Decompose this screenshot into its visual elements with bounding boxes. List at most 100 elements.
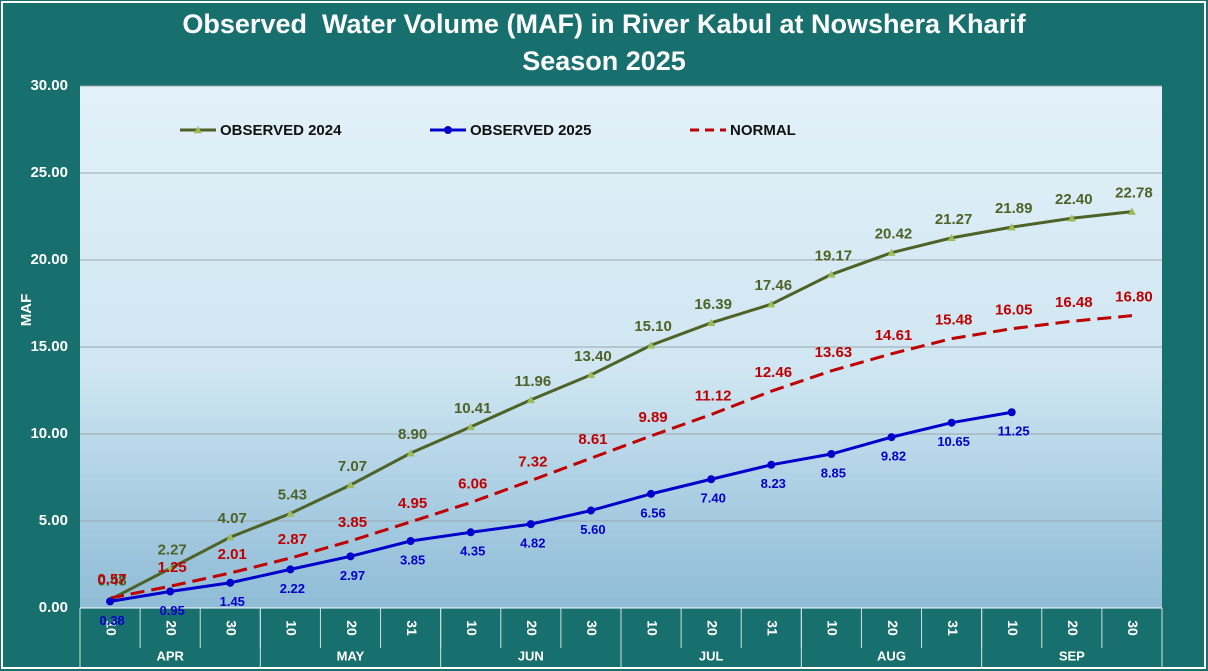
- marker: [586, 506, 595, 515]
- data-label: 8.61: [578, 431, 607, 448]
- x-tick-label: 30: [584, 620, 600, 636]
- x-group-label: MAY: [337, 648, 365, 663]
- data-label: 4.07: [218, 510, 247, 527]
- y-axis-title: MAF: [18, 294, 35, 327]
- x-tick-label: 20: [1065, 620, 1081, 636]
- marker: [887, 433, 896, 442]
- x-group-label: JUL: [699, 648, 724, 663]
- series-line: [109, 210, 1133, 601]
- x-tick-label: 31: [765, 620, 781, 636]
- y-tick-label: 25.00: [30, 164, 68, 181]
- data-label: 7.32: [518, 454, 547, 471]
- y-tick-label: 5.00: [39, 512, 68, 529]
- marker: [194, 126, 202, 134]
- data-label: 1.25: [158, 559, 187, 576]
- y-tick-label: 10.00: [30, 425, 68, 442]
- marker: [1127, 207, 1136, 215]
- data-label: 0.57: [97, 571, 126, 588]
- data-label: 2.87: [278, 531, 307, 548]
- marker: [767, 460, 776, 469]
- data-label: 14.61: [875, 327, 913, 344]
- marker: [707, 475, 716, 484]
- marker: [647, 341, 656, 349]
- y-tick-label: 20.00: [30, 251, 68, 268]
- data-label: 10.41: [454, 400, 492, 417]
- data-label: 5.43: [278, 486, 307, 503]
- marker: [707, 318, 716, 327]
- data-label: 16.39: [694, 296, 732, 313]
- x-tick-label: 10: [464, 620, 480, 636]
- marker: [887, 248, 896, 256]
- chart-title: Observed Water Volume (MAF) in River Kab…: [182, 9, 1034, 76]
- x-tick-label: 10: [825, 620, 841, 636]
- marker: [767, 300, 776, 308]
- series-line: [109, 410, 1012, 603]
- x-tick-label: 20: [704, 620, 720, 636]
- data-label: 8.85: [821, 465, 846, 480]
- data-label: 2.01: [218, 546, 247, 563]
- x-tick-label: 20: [524, 620, 540, 636]
- marker: [827, 450, 836, 459]
- data-label: 8.23: [761, 476, 786, 491]
- x-tick-label: 30: [1125, 620, 1141, 636]
- marker: [166, 587, 175, 596]
- x-tick-label: 10: [644, 620, 660, 636]
- data-label: 6.56: [640, 505, 665, 520]
- data-label: 19.17: [815, 247, 853, 264]
- x-group-label: SEP: [1059, 648, 1085, 663]
- data-label: 13.40: [574, 348, 612, 365]
- marker: [406, 449, 415, 457]
- x-group-label: JUN: [518, 648, 544, 663]
- marker: [346, 552, 355, 561]
- data-label: 8.90: [398, 426, 427, 443]
- marker: [947, 233, 956, 242]
- x-tick-label: 10: [284, 620, 300, 636]
- marker: [1067, 214, 1076, 222]
- x-tick-label: 20: [885, 620, 901, 636]
- data-label: 12.46: [755, 364, 793, 381]
- x-tick-label: 20: [163, 620, 179, 636]
- x-tick-label: 10: [1005, 620, 1021, 636]
- data-label: 0.95: [160, 603, 185, 618]
- data-label: 22.40: [1055, 191, 1093, 208]
- data-label: 4.82: [520, 536, 545, 551]
- marker: [466, 422, 475, 431]
- data-label: 13.63: [815, 344, 853, 361]
- data-label: 11.12: [695, 387, 732, 404]
- series-line: [109, 314, 1133, 600]
- x-tick-label: 31: [404, 620, 420, 636]
- marker: [106, 597, 115, 606]
- data-label: 7.07: [338, 458, 367, 475]
- marker: [166, 564, 175, 572]
- data-label: 15.48: [935, 312, 973, 329]
- data-label: 4.95: [398, 495, 427, 512]
- data-label: 3.85: [400, 552, 425, 567]
- marker: [526, 520, 535, 529]
- data-label: 5.60: [580, 522, 605, 537]
- data-label: 2.27: [158, 541, 187, 558]
- marker: [526, 395, 535, 404]
- marker: [444, 126, 452, 134]
- data-label: 7.40: [701, 491, 726, 506]
- x-tick-label: 31: [945, 620, 961, 636]
- data-label: 9.82: [881, 449, 906, 464]
- data-label: 16.05: [995, 302, 1033, 319]
- marker: [1007, 223, 1016, 231]
- marker: [586, 370, 595, 379]
- data-label: 2.22: [280, 581, 305, 596]
- x-tick-label: 30: [224, 620, 240, 636]
- marker: [1007, 408, 1016, 417]
- marker: [647, 489, 656, 498]
- data-label: 20.42: [875, 226, 913, 243]
- marker: [827, 270, 836, 278]
- data-label: 16.48: [1055, 294, 1093, 311]
- y-tick-label: 0.00: [39, 599, 68, 616]
- x-tick-label: 20: [344, 620, 360, 636]
- data-label: 3.85: [338, 514, 367, 531]
- legend-label: NORMAL: [730, 122, 796, 139]
- data-label: 15.10: [634, 318, 672, 335]
- data-label: 17.46: [755, 277, 793, 294]
- x-group-label: AUG: [877, 648, 906, 663]
